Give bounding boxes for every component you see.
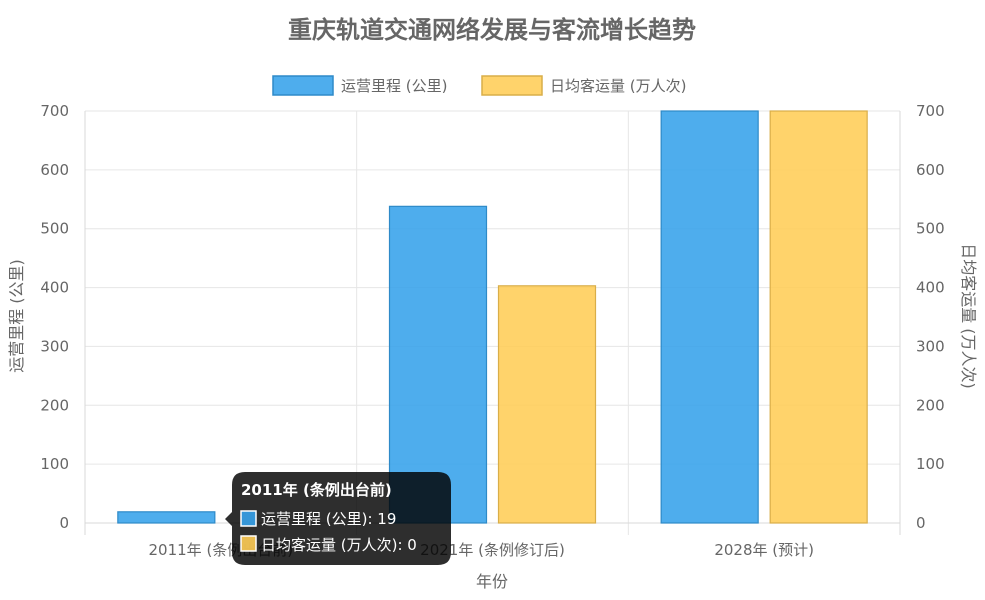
tooltip-background (225, 472, 451, 565)
y-left-tick-label: 500 (40, 220, 69, 238)
y-axis-right-title: 日均客运量 (万人次) (959, 243, 978, 389)
y-right-tick-label: 300 (916, 337, 945, 355)
x-tick-label: 2028年 (预计) (714, 541, 814, 559)
y-axis-left-title: 运营里程 (公里) (7, 259, 26, 373)
chart-title: 重庆轨道交通网络发展与客流增长趋势 (288, 16, 696, 44)
tooltip-swatch-mileage (240, 510, 257, 527)
bar-mileage[interactable] (388, 205, 488, 524)
legend-item-mileage[interactable]: 运营里程 (公里) (272, 75, 447, 96)
y-right-tick-label: 500 (916, 220, 945, 238)
bar-ridership[interactable] (497, 285, 597, 524)
x-axis-title: 年份 (476, 572, 508, 591)
x-tick-label: 2021年 (条例修订后) (420, 541, 565, 559)
y-left-tick-label: 600 (40, 161, 69, 179)
bar-mileage[interactable] (117, 511, 216, 524)
tooltip-line-mileage: 运营里程 (公里): 19 (261, 510, 396, 528)
bar-mileage[interactable] (660, 110, 759, 524)
y-right-tick-label: 400 (916, 279, 945, 297)
bar-ridership[interactable] (769, 110, 868, 524)
y-right-tick-label: 700 (916, 102, 945, 120)
y-right-tick-label: 0 (916, 514, 926, 532)
legend: 运营里程 (公里) 日均客运量 (万人次) (272, 75, 686, 96)
tooltip-title: 2011年 (条例出台前) (241, 481, 392, 499)
y-left-tick-label: 200 (40, 396, 69, 414)
legend-swatch-mileage (272, 75, 334, 96)
y-left-tick-label: 0 (59, 514, 69, 532)
bars (117, 110, 868, 524)
grid (85, 110, 900, 535)
legend-label-ridership: 日均客运量 (万人次) (550, 77, 686, 95)
y-left-tick-label: 700 (40, 102, 69, 120)
y-right-tick-label: 100 (916, 455, 945, 473)
legend-item-ridership[interactable]: 日均客运量 (万人次) (481, 75, 686, 96)
y-right-tick-label: 600 (916, 161, 945, 179)
y-left-tick-label: 400 (40, 279, 69, 297)
legend-swatch-ridership (481, 75, 543, 96)
y-left-tick-label: 300 (40, 337, 69, 355)
tooltip: 2011年 (条例出台前) 运营里程 (公里): 19 日均客运量 (万人次):… (225, 472, 451, 565)
y-right-tick-label: 200 (916, 396, 945, 414)
tooltip-swatch-ridership (240, 535, 257, 552)
tooltip-line-ridership: 日均客运量 (万人次): 0 (261, 536, 417, 554)
y-left-tick-label: 100 (40, 455, 69, 473)
legend-label-mileage: 运营里程 (公里) (341, 77, 447, 95)
